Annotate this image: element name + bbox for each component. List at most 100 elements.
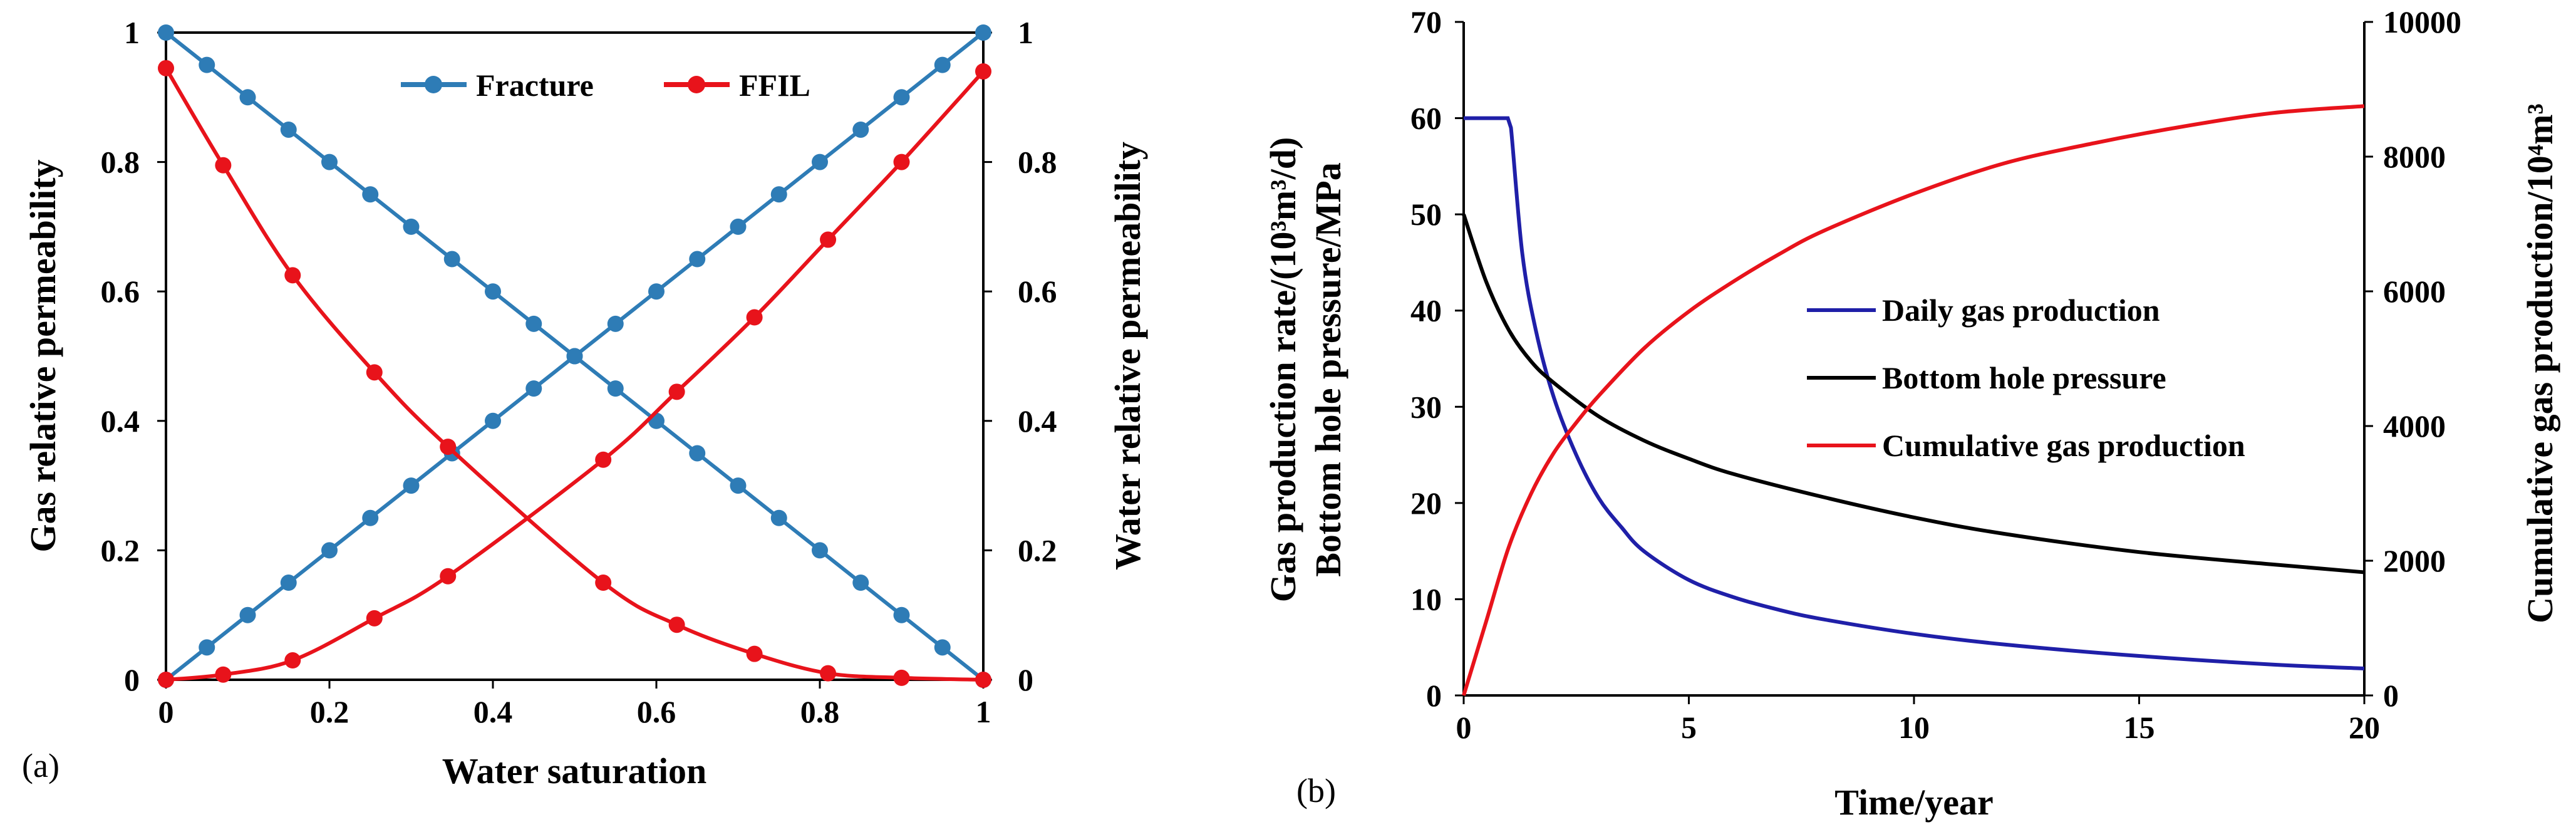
x-tick-label: 0.2 bbox=[310, 694, 349, 729]
cumulative-gas-production-line bbox=[1462, 104, 2365, 696]
ffil-water-point bbox=[440, 568, 457, 585]
ffil-gas-point bbox=[975, 672, 991, 688]
x-tick-label: 20 bbox=[2349, 710, 2380, 745]
ffil-gas-point bbox=[668, 616, 685, 633]
y-right-tick-label: 0.6 bbox=[1018, 274, 1057, 309]
fracture-gas-point bbox=[199, 56, 215, 73]
y-left-tick-label: 20 bbox=[1410, 486, 1442, 521]
ffil-gas-point bbox=[595, 575, 612, 591]
fracture-water-point bbox=[648, 283, 665, 300]
ffil-gas-point bbox=[893, 669, 910, 686]
fracture-gas-point bbox=[403, 218, 420, 235]
fracture-gas-point bbox=[443, 251, 460, 268]
y-left-tick-label: 0 bbox=[1426, 678, 1442, 713]
fracture-gas-point bbox=[239, 89, 256, 106]
ffil-gas-point bbox=[820, 665, 837, 682]
y-left-tick-label: 70 bbox=[1410, 4, 1442, 39]
y-left-tick-label: 0 bbox=[124, 662, 140, 697]
fracture-water-point bbox=[812, 153, 828, 170]
ffil-water-point bbox=[366, 610, 383, 627]
ffil-gas-point bbox=[284, 267, 301, 284]
fracture-gas-point bbox=[770, 509, 787, 526]
fracture-gas-point bbox=[607, 380, 624, 397]
panel-b-x-axis-label: Time/year bbox=[1834, 782, 1993, 823]
legend-ffil-marker bbox=[688, 76, 705, 93]
y-left-tick-label: 0.4 bbox=[101, 403, 140, 439]
fracture-water-point bbox=[485, 412, 501, 429]
legend-fracture-marker bbox=[425, 76, 442, 93]
fracture-water-point bbox=[403, 477, 420, 494]
panel-b-series bbox=[1462, 104, 2365, 696]
panel-a-plot-frame bbox=[165, 31, 985, 681]
y-left-tick-label: 40 bbox=[1410, 293, 1442, 328]
panel-b-left-y-axis-label-line2: Bottom hole pressure/MPa bbox=[1308, 162, 1348, 577]
y-right-tick-label: 10000 bbox=[2383, 4, 2461, 39]
ffil-gas-point bbox=[215, 157, 232, 174]
legend-daily-label: Daily gas production bbox=[1882, 293, 2160, 328]
fracture-water-point bbox=[975, 24, 991, 41]
y-right-tick-label: 4000 bbox=[2383, 408, 2446, 444]
panel-b-right-y-axis-label: Cumulative gas production/10⁴m³ bbox=[2520, 103, 2560, 623]
fracture-gas-point bbox=[730, 477, 747, 494]
fracture-water-point bbox=[362, 509, 379, 526]
x-tick-label: 0.8 bbox=[800, 694, 840, 729]
fracture-water-point bbox=[934, 56, 951, 73]
fracture-water-point bbox=[893, 89, 910, 106]
x-tick-label: 5 bbox=[1681, 710, 1697, 745]
y-left-tick-label: 30 bbox=[1410, 389, 1442, 424]
x-tick-label: 10 bbox=[1898, 710, 1930, 745]
bottom-hole-pressure-line bbox=[1462, 214, 2365, 575]
legend-bhp-label: Bottom hole pressure bbox=[1882, 360, 2166, 395]
y-left-tick-label: 10 bbox=[1410, 581, 1442, 616]
fracture-gas-point bbox=[362, 186, 379, 203]
panel-b-x-ticks: 0 5 10 15 20 bbox=[1456, 695, 2380, 745]
ffil-water-point bbox=[746, 309, 763, 326]
ffil-water-point bbox=[975, 63, 991, 80]
fracture-gas-point bbox=[485, 283, 501, 300]
legend-ffil-label: FFIL bbox=[739, 68, 810, 103]
y-left-tick-label: 0.2 bbox=[101, 533, 140, 568]
y-left-tick-label: 0.6 bbox=[101, 274, 140, 309]
ffil-water-point bbox=[595, 451, 612, 468]
y-right-tick-label: 0.8 bbox=[1018, 145, 1057, 180]
panel-b-left-y-axis-label-line1: Gas production rate/(10³m³/d) bbox=[1263, 137, 1303, 603]
fracture-gas-point bbox=[158, 24, 174, 41]
y-right-tick-label: 2000 bbox=[2383, 543, 2446, 578]
daily-gas-production-line bbox=[1464, 116, 2365, 670]
fracture-water-point bbox=[525, 380, 542, 397]
y-right-tick-label: 8000 bbox=[2383, 139, 2446, 174]
panel-a-left-y-ticks: 0 0.2 0.4 0.6 0.8 1 bbox=[101, 15, 166, 697]
panel-b-left-y-ticks: 0 10 20 30 40 50 60 70 bbox=[1410, 4, 1464, 713]
ffil-water-point bbox=[284, 652, 301, 669]
y-left-tick-label: 60 bbox=[1410, 101, 1442, 136]
panel-a-tag: (a) bbox=[22, 747, 59, 784]
fracture-water-point bbox=[566, 348, 583, 365]
ffil-gas-point bbox=[746, 645, 763, 662]
fracture-gas-point bbox=[812, 542, 828, 559]
fracture-water-point bbox=[321, 542, 338, 559]
panel-a-right-y-axis-label: Water relative permeability bbox=[1107, 142, 1148, 570]
fracture-water-point bbox=[607, 315, 624, 332]
fracture-water-point bbox=[852, 121, 869, 138]
y-right-tick-label: 1 bbox=[1018, 15, 1033, 50]
ffil-water-point bbox=[893, 153, 910, 170]
y-right-tick-label: 0 bbox=[2383, 678, 2399, 713]
fracture-gas-point bbox=[280, 121, 297, 138]
panel-b-tag: (b) bbox=[1296, 772, 1336, 809]
panel-a-chart: 0 0.2 0.4 0.6 0.8 1 0 0.2 0.4 0.6 0.8 1 0 0.2 0.4 0.6… bbox=[22, 15, 1148, 791]
fracture-water-point bbox=[689, 251, 706, 268]
fracture-gas-point bbox=[893, 606, 910, 623]
x-tick-label: 15 bbox=[2124, 710, 2155, 745]
y-left-tick-label: 1 bbox=[124, 15, 140, 50]
y-right-tick-label: 6000 bbox=[2383, 274, 2446, 309]
ffil-water-point bbox=[158, 672, 174, 688]
legend-fracture-label: Fracture bbox=[476, 68, 594, 103]
fracture-gas-point bbox=[934, 639, 951, 656]
panel-a-legend: Fracture FFIL bbox=[401, 68, 810, 103]
ffil-gas-point bbox=[158, 60, 174, 76]
panel-b-legend: Daily gas production Bottom hole pressur… bbox=[1807, 293, 2245, 463]
fracture-water-point bbox=[770, 186, 787, 203]
fracture-water-point bbox=[199, 639, 215, 656]
panel-b-chart: 0 5 10 15 20 0 10 20 30 40 50 60 70 0 2000 4000 6000 80… bbox=[1263, 4, 2560, 823]
